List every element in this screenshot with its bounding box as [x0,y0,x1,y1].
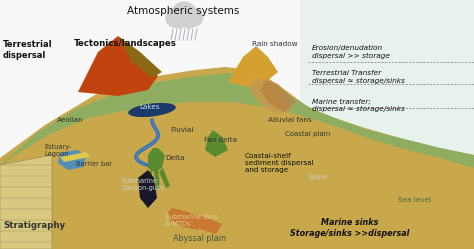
Polygon shape [118,36,162,78]
Text: Submarine fans
& MTDs: Submarine fans & MTDs [165,213,218,227]
Text: Tectonics/landscapes: Tectonics/landscapes [74,39,177,48]
Text: Erosion/denudation
dispersal >> storage: Erosion/denudation dispersal >> storage [312,45,390,59]
Ellipse shape [128,103,176,117]
Text: Barrier bar: Barrier bar [76,161,112,167]
Text: Lakes: Lakes [140,104,160,110]
Text: Terrestrial Transfer
dispersal ≈ storage/sinks: Terrestrial Transfer dispersal ≈ storage… [312,70,405,84]
Text: Sea level: Sea level [398,197,431,203]
Text: Delta: Delta [165,155,184,161]
Text: Abyssal plain: Abyssal plain [173,234,227,243]
Polygon shape [300,0,474,249]
Polygon shape [205,130,228,157]
Polygon shape [0,155,52,179]
Polygon shape [60,152,90,162]
Text: Submarine
Canyon-gully: Submarine Canyon-gully [122,178,165,190]
Text: Coastal plain: Coastal plain [285,131,330,137]
Text: Stratigraphy: Stratigraphy [3,221,65,230]
Text: Terrestrial
dispersal: Terrestrial dispersal [3,40,53,60]
Polygon shape [260,80,296,112]
Polygon shape [55,190,474,249]
Circle shape [185,8,203,26]
Polygon shape [0,225,52,249]
Circle shape [172,2,196,26]
Text: Fluvial: Fluvial [170,127,193,133]
Polygon shape [0,169,52,193]
Polygon shape [50,153,474,249]
Polygon shape [0,183,52,207]
Polygon shape [190,214,222,234]
Text: Aeolian: Aeolian [57,117,83,123]
Polygon shape [0,155,52,249]
Polygon shape [146,168,153,188]
Polygon shape [148,148,165,172]
Polygon shape [58,150,86,170]
Text: Rain shadow: Rain shadow [252,41,298,47]
Circle shape [181,12,197,28]
Polygon shape [0,211,52,235]
Polygon shape [0,73,474,249]
Text: Atmospheric systems: Atmospheric systems [127,6,239,16]
Polygon shape [55,162,474,249]
Polygon shape [0,197,52,221]
Text: Marine sinks
Storage/sinks >>dispersal: Marine sinks Storage/sinks >>dispersal [290,218,410,238]
Text: Slope: Slope [308,174,328,180]
Circle shape [171,12,187,28]
Polygon shape [154,168,160,190]
Text: Estuary-
Lagoon: Estuary- Lagoon [44,143,72,157]
Polygon shape [250,78,292,114]
Polygon shape [70,163,474,249]
Text: Fan delta: Fan delta [204,137,237,143]
Polygon shape [138,170,157,208]
Polygon shape [0,67,474,249]
Text: Alluvial fans: Alluvial fans [268,117,311,123]
Polygon shape [228,46,278,87]
Polygon shape [159,168,170,188]
Circle shape [166,9,184,27]
Polygon shape [168,208,204,230]
Text: Marine transfer;
dispersal ≈ storage/sinks: Marine transfer; dispersal ≈ storage/sin… [312,98,405,112]
Polygon shape [78,36,158,96]
Text: Coastal-shelf
sediment dispersal
and storage: Coastal-shelf sediment dispersal and sto… [245,153,314,173]
